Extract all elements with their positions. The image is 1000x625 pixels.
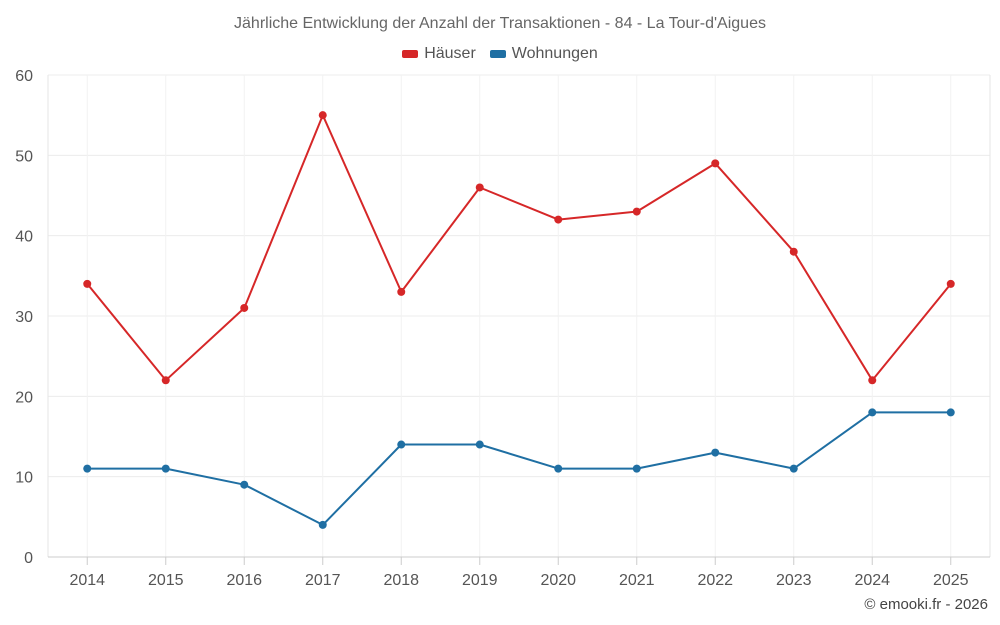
series-line-wohnungen <box>87 411 951 526</box>
y-tick-label: 0 <box>24 550 33 567</box>
data-point-wohnungen <box>318 520 327 529</box>
x-tick-label: 2016 <box>226 572 262 589</box>
data-point-haeuser <box>632 207 641 216</box>
x-tick-label: 2020 <box>540 572 576 589</box>
data-point-wohnungen <box>632 464 641 473</box>
x-tick-label: 2025 <box>933 572 969 589</box>
legend-item-haeuser[interactable]: Häuser <box>402 45 476 63</box>
x-tick-label: 2023 <box>776 572 812 589</box>
data-point-haeuser <box>868 376 877 385</box>
x-tick-label: 2015 <box>148 572 184 589</box>
y-tick-label: 10 <box>15 470 33 487</box>
data-point-wohnungen <box>83 464 92 473</box>
chart-legend: Häuser Wohnungen <box>0 45 1000 63</box>
data-point-haeuser <box>240 303 249 312</box>
data-point-haeuser <box>554 215 563 224</box>
data-point-haeuser <box>83 279 92 288</box>
data-point-wohnungen <box>946 408 955 417</box>
legend-swatch-wohnungen <box>489 50 506 58</box>
legend-swatch-haeuser <box>402 50 419 58</box>
y-tick-label: 40 <box>15 229 33 246</box>
x-tick-label: 2014 <box>69 572 105 589</box>
chart-title: Jährliche Entwicklung der Anzahl der Tra… <box>234 15 766 32</box>
grid <box>48 74 990 558</box>
x-tick-label: 2022 <box>697 572 733 589</box>
data-point-wohnungen <box>161 464 170 473</box>
x-tick-label: 2024 <box>854 572 890 589</box>
data-point-wohnungen <box>240 480 249 489</box>
x-tick-label: 2018 <box>383 572 419 589</box>
x-tick-label: 2021 <box>619 572 655 589</box>
y-tick-label: 30 <box>15 309 33 326</box>
data-point-haeuser <box>711 159 720 168</box>
data-point-haeuser <box>475 183 484 192</box>
data-point-wohnungen <box>397 440 406 449</box>
data-point-haeuser <box>161 376 170 385</box>
series-layer <box>83 111 955 529</box>
data-point-wohnungen <box>711 448 720 457</box>
y-tick-label: 60 <box>15 68 33 85</box>
data-point-wohnungen <box>475 440 484 449</box>
data-point-wohnungen <box>868 408 877 417</box>
y-tick-label: 20 <box>15 389 33 406</box>
data-point-haeuser <box>946 279 955 288</box>
legend-item-wohnungen[interactable]: Wohnungen <box>489 45 598 63</box>
legend-label-wohnungen: Wohnungen <box>511 45 598 62</box>
axes: 0 10 20 30 40 50 60 2014 2015 2016 2017 2018 2019 202… <box>15 68 991 589</box>
y-tick-label: 50 <box>15 148 33 165</box>
x-tick-label: 2019 <box>462 572 498 589</box>
data-point-wohnungen <box>789 464 798 473</box>
credit-text: © emooki.fr - 2026 <box>864 596 988 613</box>
data-point-haeuser <box>318 111 327 120</box>
data-point-haeuser <box>397 287 406 296</box>
data-point-haeuser <box>789 247 798 256</box>
x-tick-label: 2017 <box>305 572 341 589</box>
legend-label-haeuser: Häuser <box>424 45 476 62</box>
data-point-wohnungen <box>554 464 563 473</box>
series-line-haeuser <box>86 114 952 382</box>
